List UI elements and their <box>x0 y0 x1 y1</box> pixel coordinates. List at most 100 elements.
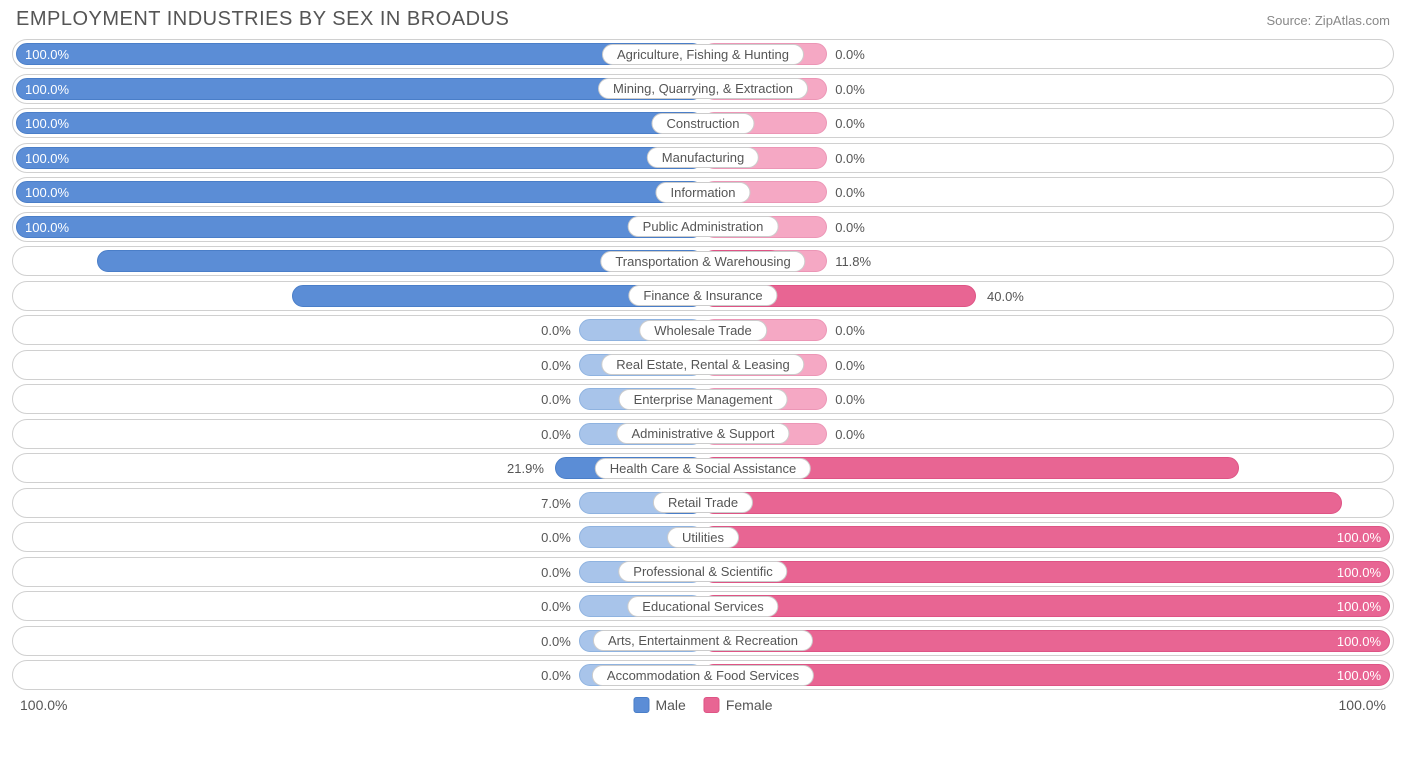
male-value-bar <box>16 43 703 65</box>
male-pct-label: 0.0% <box>541 661 571 691</box>
female-half: 0.0% <box>703 316 1393 344</box>
female-value-bar <box>703 561 1390 583</box>
male-half: 7.0% <box>13 489 703 517</box>
chart-row: 100.0% 0.0% Manufacturing <box>12 143 1394 173</box>
chart-row: 0.0%0.0%Wholesale Trade <box>12 315 1394 345</box>
female-value-bar <box>703 526 1390 548</box>
male-half: 0.0% <box>13 316 703 344</box>
male-value-bar <box>16 216 703 238</box>
female-pct-label: 11.8% <box>835 247 871 277</box>
chart-row: 100.0%0.0%Mining, Quarrying, & Extractio… <box>12 74 1394 104</box>
category-label: Enterprise Management <box>619 389 788 410</box>
category-label: Professional & Scientific <box>618 561 787 582</box>
legend-swatch-male <box>633 697 649 713</box>
female-half: 11.8% <box>703 247 1393 275</box>
female-half: 0.0% <box>703 144 1393 172</box>
female-pct-label: 0.0% <box>835 213 865 243</box>
chart-row: 0.0%100.0%Arts, Entertainment & Recreati… <box>12 626 1394 656</box>
category-label: Arts, Entertainment & Recreation <box>593 630 813 651</box>
chart-row: 100.0%0.0%Construction <box>12 108 1394 138</box>
male-pct-label: 0.0% <box>541 558 571 588</box>
category-label: Real Estate, Rental & Leasing <box>601 354 804 375</box>
male-pct-label: 0.0% <box>541 627 571 657</box>
female-half: 100.0% <box>703 523 1393 551</box>
male-half: 0.0% <box>13 385 703 413</box>
category-label: Educational Services <box>627 596 778 617</box>
male-half: 0.0% <box>13 592 703 620</box>
female-pct-label: 0.0% <box>835 144 865 174</box>
chart-body: 100.0%0.0%Agriculture, Fishing & Hunting… <box>12 39 1394 690</box>
female-pct-label: 100.0% <box>1337 661 1381 691</box>
category-label: Construction <box>652 113 755 134</box>
chart-row: 7.0% 93.0% Retail Trade <box>12 488 1394 518</box>
male-pct-label: 0.0% <box>541 592 571 622</box>
chart-source: Source: ZipAtlas.com <box>1266 13 1390 28</box>
female-pct-label: 100.0% <box>1337 523 1381 553</box>
chart-row: 0.0% 100.0%Educational Services <box>12 591 1394 621</box>
male-pct-label: 100.0% <box>25 75 69 105</box>
category-label: Retail Trade <box>653 492 753 513</box>
male-value-bar <box>16 112 703 134</box>
chart-row: 0.0% 100.0% Utilities <box>12 522 1394 552</box>
category-label: Information <box>655 182 750 203</box>
chart-row: 60.0% 40.0% Finance & Insurance <box>12 281 1394 311</box>
legend-swatch-female <box>704 697 720 713</box>
category-label: Transportation & Warehousing <box>600 251 805 272</box>
male-pct-label: 100.0% <box>25 178 69 208</box>
female-half: 40.0% <box>703 282 1393 310</box>
female-pct-label: 78.1% <box>1344 454 1381 484</box>
category-label: Wholesale Trade <box>639 320 767 341</box>
female-half: 0.0% <box>703 351 1393 379</box>
male-half: 0.0% <box>13 420 703 448</box>
female-value-bar <box>703 595 1390 617</box>
female-half: 0.0% <box>703 420 1393 448</box>
category-label: Utilities <box>667 527 739 548</box>
axis-right-label: 100.0% <box>1339 697 1386 713</box>
male-half: 60.0% <box>13 282 703 310</box>
female-half: 0.0% <box>703 178 1393 206</box>
male-pct-label: 0.0% <box>541 420 571 450</box>
female-pct-label: 0.0% <box>835 40 865 70</box>
legend-label-female: Female <box>726 697 773 713</box>
chart-row: 0.0%0.0%Administrative & Support <box>12 419 1394 449</box>
female-half: 0.0% <box>703 40 1393 68</box>
category-label: Administrative & Support <box>616 423 789 444</box>
chart-header: EMPLOYMENT INDUSTRIES BY SEX IN BROADUS … <box>12 8 1394 31</box>
male-half: 0.0% <box>13 351 703 379</box>
female-pct-label: 0.0% <box>835 178 865 208</box>
male-pct-label: 21.9% <box>507 454 544 484</box>
chart-row: 0.0% 100.0% Professional & Scientific <box>12 557 1394 587</box>
male-pct-label: 100.0% <box>25 213 69 243</box>
female-pct-label: 93.0% <box>1344 489 1381 519</box>
male-pct-label: 60.0% <box>25 282 62 312</box>
male-half: 0.0% <box>13 558 703 586</box>
chart-row: 100.0%0.0%Public Administration <box>12 212 1394 242</box>
female-pct-label: 100.0% <box>1337 558 1381 588</box>
female-pct-label: 0.0% <box>835 316 865 346</box>
male-pct-label: 7.0% <box>541 489 571 519</box>
male-value-bar <box>16 147 703 169</box>
male-half: 100.0% <box>13 144 703 172</box>
category-label: Accommodation & Food Services <box>592 665 814 686</box>
chart-footer: 100.0% Male Female 100.0% <box>12 695 1394 713</box>
female-pct-label: 0.0% <box>835 385 865 415</box>
female-pct-label: 40.0% <box>987 282 1024 312</box>
category-label: Finance & Insurance <box>628 285 777 306</box>
female-half: 100.0% <box>703 592 1393 620</box>
chart-row: 0.0% 100.0% Accommodation & Food Services <box>12 660 1394 690</box>
male-half: 100.0% <box>13 178 703 206</box>
male-half: 100.0% <box>13 213 703 241</box>
female-pct-label: 0.0% <box>835 109 865 139</box>
chart-row: 100.0%0.0%Agriculture, Fishing & Hunting <box>12 39 1394 69</box>
legend-label-male: Male <box>655 697 685 713</box>
male-half: 0.0% <box>13 523 703 551</box>
legend-item-male: Male <box>633 697 685 713</box>
legend: Male Female <box>633 697 772 713</box>
female-pct-label: 0.0% <box>835 351 865 381</box>
axis-left-label: 100.0% <box>20 697 67 713</box>
category-label: Manufacturing <box>647 147 759 168</box>
female-value-bar <box>703 492 1342 514</box>
female-half: 0.0% <box>703 213 1393 241</box>
chart-row: 88.2%11.8%Transportation & Warehousing <box>12 246 1394 276</box>
chart-title: EMPLOYMENT INDUSTRIES BY SEX IN BROADUS <box>16 8 509 31</box>
